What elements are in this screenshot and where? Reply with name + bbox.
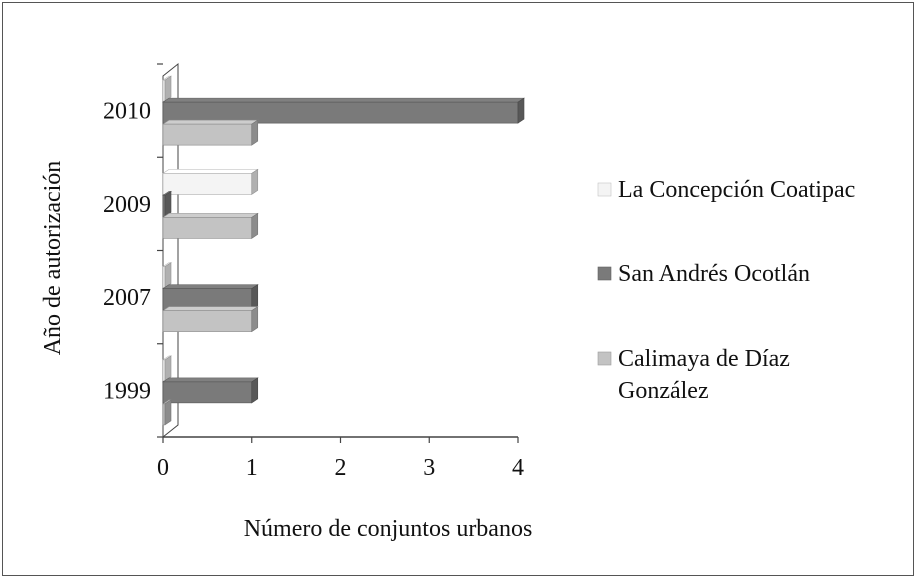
bar-top-face [162,284,259,289]
x-axis-title: Número de conjuntos urbanos [244,516,533,542]
bar-san-andr-s-ocotl-n [162,190,172,217]
legend-label: San Andrés Ocotlán [618,261,810,287]
x-tick-label: 2 [335,455,347,481]
bar-calimaya-de-d-az-gonz-lez [162,212,259,239]
bar-front-face [162,217,253,239]
legend: La Concepción Coatipac San Andrés Ocotlán… [597,177,855,404]
legend-swatch [597,351,612,366]
bar-front-face [162,173,253,195]
bar-top-face [162,97,525,103]
y-axis-title: Año de autorización [40,161,66,356]
axes-group: 1999 2007 2009 2010 0 1 2 3 4 [103,63,524,481]
bar-calimaya-de-d-az-gonz-lez [162,399,172,426]
bar-side-face [251,168,259,195]
chart-frame [2,2,914,576]
bar-la-concepci-n-coatipac [162,355,172,382]
bar-top-face [162,119,259,125]
bar-side-face [164,399,172,426]
y-tick-label: 2009 [103,192,151,218]
bar-side-face [251,284,259,311]
bar-san-andr-s-ocotl-n [162,377,259,404]
legend-swatch [597,182,612,197]
bar-side-face [164,75,172,102]
legend-label: González [618,378,709,404]
bars-group [162,75,525,426]
bar-calimaya-de-d-az-gonz-lez [162,306,259,333]
bar-front-face [162,123,253,146]
bar-san-andr-s-ocotl-n [162,284,259,311]
bar-side-face [251,212,259,239]
bar-side-face [517,97,525,124]
bar-side-face [164,262,172,289]
bar-la-concepci-n-coatipac [162,168,259,195]
bar-la-concepci-n-coatipac [162,262,172,289]
bar-top-face [162,169,259,174]
bar-side-face [251,306,259,333]
y-tick-label: 2007 [103,285,151,311]
bar-side-face [164,355,172,382]
x-tick-label: 1 [246,455,258,481]
y-tick-label: 2010 [103,99,151,125]
bar-side-face [251,119,259,146]
bar-front-face [162,381,253,404]
bar-top-face [162,213,259,218]
bar-san-andr-s-ocotl-n [162,97,525,124]
legend-label: Calimaya de Díaz [618,346,790,372]
x-tick-label: 0 [157,455,169,481]
bar-top-face [162,377,259,383]
bar-calimaya-de-d-az-gonz-lez [162,119,259,146]
bar-side-face [251,377,259,404]
bar-front-face [162,310,253,332]
bar-top-face [162,306,259,311]
bar-side-face [164,190,172,217]
legend-swatch [597,266,612,281]
y-tick-label: 1999 [103,378,151,404]
x-tick-label: 3 [423,455,435,481]
x-tick-label: 4 [512,455,524,481]
legend-label: La Concepción Coatipac [618,177,855,203]
bar-la-concepci-n-coatipac [162,75,172,102]
